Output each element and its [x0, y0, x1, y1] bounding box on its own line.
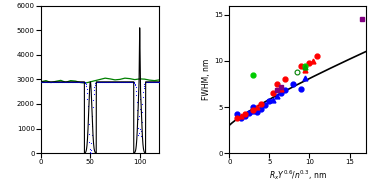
Y-axis label: FWHM, nm: FWHM, nm: [203, 59, 211, 100]
X-axis label: $R_x Y^{0.6}/n^{0.3}$, nm: $R_x Y^{0.6}/n^{0.3}$, nm: [269, 168, 326, 182]
